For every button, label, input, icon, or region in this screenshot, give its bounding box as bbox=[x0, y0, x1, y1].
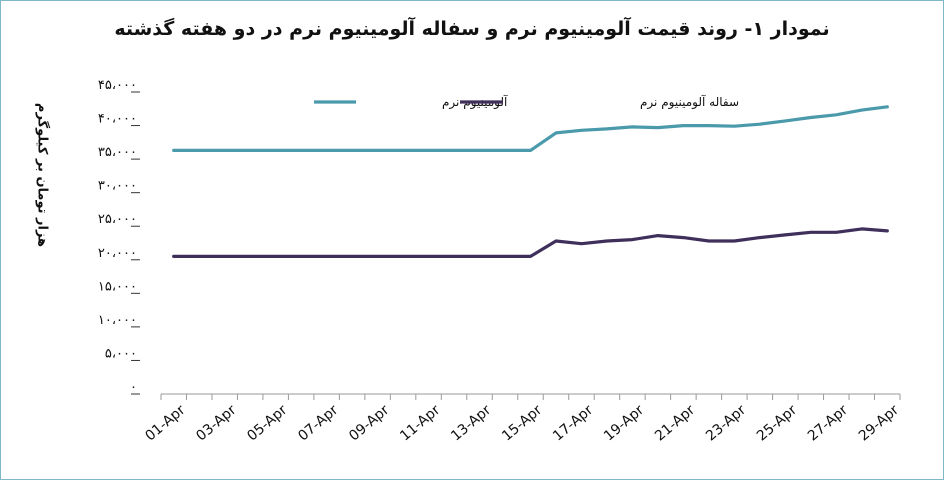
series-line-1 bbox=[172, 105, 889, 152]
x-tick-label: 23-Apr bbox=[703, 402, 749, 444]
y-tick-label: ۱۰،۰۰۰ bbox=[98, 313, 137, 328]
y-tick-label: ۲۵،۰۰۰ bbox=[98, 212, 137, 227]
y-tick-label: ۰ bbox=[130, 380, 137, 395]
legend: آلومینیوم نرم سفاله آلومینیوم نرم bbox=[314, 94, 739, 110]
y-tick-label: ۳۵،۰۰۰ bbox=[98, 145, 137, 160]
y-tick-label: ۴۰،۰۰۰ bbox=[98, 112, 137, 127]
x-tick-label: 19-Apr bbox=[601, 402, 647, 444]
series-line-2 bbox=[172, 227, 889, 258]
x-tick-label: 11-Apr bbox=[397, 402, 443, 444]
x-ticks: 01-Apr 03-Apr 05-Apr 07-Apr 09-Apr 11-Apr 13-A… bbox=[142, 394, 902, 444]
x-tick-label: 01-Apr bbox=[142, 402, 188, 444]
x-tick-label: 09-Apr bbox=[346, 402, 392, 444]
x-tick-label: 15-Apr bbox=[499, 402, 545, 444]
x-tick-label: 05-Apr bbox=[244, 402, 290, 444]
y-ticks: ۰ ۵،۰۰۰ ۱۰،۰۰۰ ۱۵،۰۰۰ ۲۰،۰۰۰ ۲۵،۰۰۰ ۳۰،۰۰۰ ۳۵،۰… bbox=[98, 78, 140, 395]
y-tick-label: ۱۵،۰۰۰ bbox=[98, 279, 137, 294]
y-tick-label: ۲۰،۰۰۰ bbox=[98, 246, 137, 261]
x-tick-label: 27-Apr bbox=[805, 402, 851, 444]
series-lines bbox=[172, 105, 889, 258]
y-tick-label: ۵،۰۰۰ bbox=[105, 346, 137, 361]
x-tick-label: 29-Apr bbox=[856, 402, 902, 444]
x-tick-label: 13-Apr bbox=[448, 402, 494, 444]
x-tick-label: 17-Apr bbox=[550, 402, 596, 444]
legend-label-2: سفاله آلومینیوم نرم bbox=[640, 94, 739, 110]
y-tick-label: ۴۵،۰۰۰ bbox=[98, 78, 137, 93]
x-tick-label: 25-Apr bbox=[754, 402, 800, 444]
x-tick-label: 21-Apr bbox=[652, 402, 698, 444]
x-tick-label: 07-Apr bbox=[295, 402, 341, 444]
y-tick-label: ۳۰،۰۰۰ bbox=[98, 179, 137, 194]
x-tick-label: 03-Apr bbox=[193, 402, 239, 444]
chart-title: نمودار ۱- روند قیمت آلومینیوم نرم و سفال… bbox=[114, 18, 830, 40]
